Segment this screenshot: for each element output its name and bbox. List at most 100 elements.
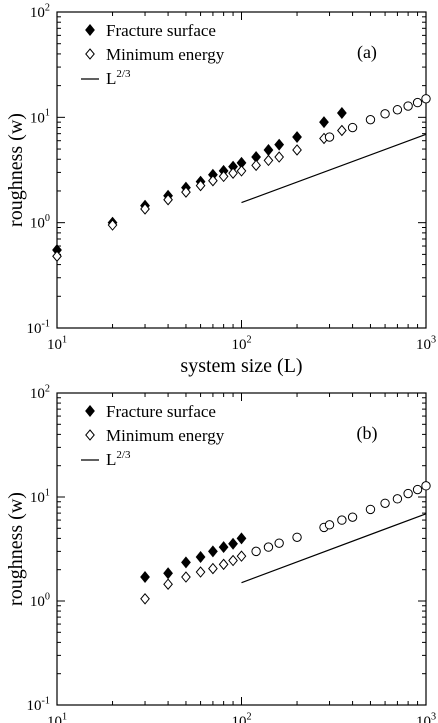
data-point-open-diamond	[163, 193, 173, 206]
data-point-filled-diamond	[163, 567, 173, 580]
data-point-open-circle	[392, 494, 403, 504]
legend-label: Fracture surface	[106, 21, 216, 40]
data-point-open-diamond	[236, 165, 247, 177]
x-tick-label: 102	[231, 334, 251, 353]
data-point-open-diamond	[52, 250, 62, 263]
legend-open-diamond-marker	[85, 429, 95, 441]
legend-label: Minimum energy	[106, 426, 225, 445]
data-point-open-circle	[365, 114, 376, 125]
x-tick-label: 101	[47, 334, 67, 353]
legend-open-diamond-marker	[85, 48, 95, 60]
data-point-open-diamond	[181, 186, 191, 198]
legend-label: Fracture surface	[106, 402, 216, 421]
data-point-filled-diamond	[274, 138, 285, 151]
data-point-filled-diamond	[319, 116, 329, 129]
data-point-filled-diamond	[228, 537, 238, 550]
y-tick-label: 100	[30, 591, 50, 610]
data-point-open-diamond	[195, 566, 206, 578]
data-point-open-circle	[421, 481, 431, 491]
panel-label: (b)	[356, 423, 377, 444]
data-point-open-diamond	[140, 593, 150, 605]
legend-label: Minimum energy	[106, 45, 225, 64]
data-point-open-circle	[347, 512, 358, 522]
data-point-open-diamond	[140, 203, 150, 215]
data-point-open-diamond	[208, 562, 218, 575]
data-point-open-diamond	[251, 159, 261, 172]
series-open-diamond	[52, 124, 347, 263]
data-point-open-diamond	[163, 578, 173, 590]
data-point-open-circle	[412, 484, 423, 495]
data-point-open-circle	[337, 515, 347, 525]
data-point-open-diamond	[218, 558, 229, 571]
series-open-circle	[324, 94, 431, 142]
data-point-open-circle	[274, 538, 284, 548]
y-axis-label: roughness (w)	[5, 492, 27, 606]
x-tick-label: 102	[231, 711, 251, 723]
data-point-filled-diamond	[336, 106, 347, 119]
data-point-filled-diamond	[292, 131, 302, 144]
legend: Fracture surface Minimum energy L2/3	[81, 21, 225, 88]
data-point-open-diamond	[337, 124, 347, 137]
data-point-open-diamond	[228, 554, 238, 567]
y-tick-label: 100	[30, 213, 50, 232]
axis-ticks	[56, 11, 427, 329]
y-tick-label: 102	[30, 383, 50, 402]
data-point-open-circle	[347, 122, 358, 133]
legend-label: L2/3	[106, 68, 131, 88]
x-tick-label: 101	[47, 711, 67, 723]
data-point-open-circle	[263, 542, 274, 552]
data-point-open-circle	[251, 546, 261, 557]
series-filled-diamond	[140, 532, 247, 584]
y-tick-label: 101	[30, 487, 50, 506]
y-tick-label: 10-1	[27, 695, 51, 714]
data-point-filled-diamond	[140, 571, 150, 584]
series-open-circle	[251, 481, 431, 557]
data-point-open-diamond	[263, 154, 274, 167]
data-point-filled-diamond	[263, 143, 274, 156]
y-axis-label: roughness (w)	[5, 113, 27, 227]
series-open-diamond	[140, 550, 247, 605]
data-point-open-diamond	[107, 219, 118, 231]
data-point-open-circle	[324, 132, 335, 142]
data-point-open-diamond	[195, 179, 206, 192]
data-point-open-diamond	[181, 571, 191, 583]
y-tick-label: 101	[30, 108, 50, 127]
data-point-open-diamond	[274, 151, 285, 163]
data-point-open-circle	[392, 105, 403, 115]
x-axis-label: system size (L)	[180, 355, 302, 377]
series-line	[241, 513, 427, 584]
axis-ticks	[56, 392, 427, 706]
data-point-open-diamond	[208, 174, 218, 187]
legend: Fracture surface Minimum energy L2/3	[81, 402, 225, 469]
data-point-filled-diamond	[208, 545, 218, 558]
series-line	[241, 133, 427, 204]
power-law-line	[241, 133, 427, 204]
data-point-open-circle	[421, 94, 431, 104]
chart-panel-a: 101 102 103 10-1 100 101 102 system size (L) rou…	[5, 2, 436, 377]
power-law-line	[241, 513, 427, 584]
y-tick-label: 10-1	[27, 318, 51, 337]
legend-filled-diamond-marker	[85, 405, 95, 417]
data-point-filled-diamond	[181, 556, 191, 569]
data-point-open-diamond	[292, 144, 302, 156]
data-point-open-circle	[403, 488, 413, 499]
data-point-open-circle	[292, 532, 302, 542]
data-point-open-circle	[324, 520, 335, 530]
legend-filled-diamond-marker	[85, 24, 95, 36]
data-point-open-diamond	[228, 167, 238, 179]
y-tick-label: 102	[30, 2, 50, 21]
x-tick-label: 103	[416, 711, 436, 723]
data-point-filled-diamond	[218, 541, 229, 554]
data-point-filled-diamond	[236, 532, 247, 545]
panel-label: (a)	[357, 42, 377, 63]
data-point-filled-diamond	[195, 551, 206, 563]
data-point-open-circle	[412, 97, 423, 108]
data-point-open-circle	[380, 498, 390, 508]
data-point-open-circle	[403, 101, 413, 111]
data-point-open-diamond	[218, 170, 229, 183]
data-point-open-diamond	[236, 550, 247, 562]
data-point-open-circle	[365, 504, 376, 515]
legend-label: L2/3	[106, 449, 131, 469]
